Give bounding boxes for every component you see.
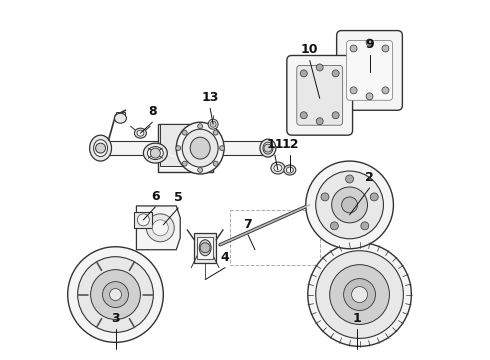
Circle shape (350, 87, 357, 94)
Circle shape (68, 247, 163, 342)
Circle shape (316, 251, 403, 338)
Bar (158, 124, 213, 172)
Bar (134, 212, 152, 228)
Circle shape (370, 193, 378, 201)
Ellipse shape (182, 129, 218, 167)
Ellipse shape (286, 167, 294, 173)
Circle shape (345, 175, 354, 183)
Ellipse shape (199, 240, 211, 256)
Circle shape (352, 287, 368, 302)
Text: 7: 7 (244, 218, 252, 231)
Circle shape (300, 112, 307, 119)
Circle shape (350, 45, 357, 52)
Bar (197, 237, 213, 259)
Circle shape (382, 45, 389, 52)
Ellipse shape (90, 135, 112, 161)
Ellipse shape (271, 162, 285, 174)
Circle shape (197, 124, 203, 129)
Circle shape (342, 197, 358, 213)
Circle shape (110, 289, 122, 301)
Bar (213, 141, 268, 155)
Circle shape (321, 193, 329, 201)
Circle shape (91, 270, 141, 319)
Ellipse shape (263, 142, 273, 154)
Ellipse shape (284, 165, 296, 175)
Circle shape (137, 214, 149, 226)
Circle shape (366, 39, 373, 46)
Circle shape (102, 282, 128, 307)
Circle shape (176, 146, 181, 150)
Circle shape (330, 265, 390, 324)
Polygon shape (136, 206, 180, 250)
Circle shape (343, 279, 375, 310)
Ellipse shape (260, 139, 276, 157)
Circle shape (152, 220, 168, 236)
Circle shape (316, 118, 323, 125)
Bar (194, 233, 216, 263)
Text: 8: 8 (148, 105, 157, 118)
Ellipse shape (274, 165, 282, 171)
Text: 11: 11 (266, 138, 284, 151)
Text: 13: 13 (201, 91, 219, 104)
Text: 3: 3 (111, 312, 120, 325)
Bar (116, 112, 125, 120)
Ellipse shape (144, 143, 167, 163)
Circle shape (366, 93, 373, 100)
Circle shape (182, 130, 187, 135)
Bar (100, 141, 190, 155)
Circle shape (220, 146, 224, 150)
FancyBboxPatch shape (337, 31, 402, 110)
Text: 4: 4 (220, 251, 229, 264)
Text: 1: 1 (352, 312, 361, 325)
Circle shape (316, 171, 384, 239)
Ellipse shape (147, 147, 163, 159)
Circle shape (330, 222, 339, 230)
Ellipse shape (190, 137, 210, 159)
Text: 10: 10 (301, 44, 318, 57)
Circle shape (308, 243, 412, 346)
Text: 12: 12 (281, 138, 298, 151)
Ellipse shape (137, 130, 144, 136)
Circle shape (208, 119, 218, 129)
FancyBboxPatch shape (297, 66, 343, 125)
Circle shape (147, 214, 174, 242)
Circle shape (150, 148, 160, 158)
FancyBboxPatch shape (287, 55, 353, 135)
Circle shape (300, 70, 307, 77)
Circle shape (316, 64, 323, 71)
Text: 2: 2 (365, 171, 374, 184)
Circle shape (332, 70, 339, 77)
Circle shape (332, 187, 368, 223)
Circle shape (382, 87, 389, 94)
Circle shape (213, 161, 218, 166)
Circle shape (77, 257, 153, 332)
Ellipse shape (134, 128, 147, 138)
Text: 6: 6 (151, 190, 160, 203)
Circle shape (213, 130, 218, 135)
Circle shape (182, 161, 187, 166)
Text: 9: 9 (365, 39, 374, 51)
Ellipse shape (115, 113, 126, 123)
Circle shape (361, 222, 369, 230)
Text: 5: 5 (174, 191, 183, 204)
Circle shape (200, 243, 210, 253)
Circle shape (96, 143, 105, 153)
Circle shape (306, 161, 393, 249)
FancyBboxPatch shape (346, 41, 392, 100)
Ellipse shape (94, 140, 107, 157)
Bar (160, 124, 210, 166)
Circle shape (210, 121, 216, 127)
Circle shape (332, 112, 339, 119)
Ellipse shape (176, 122, 224, 174)
Circle shape (197, 167, 203, 172)
Circle shape (264, 144, 272, 152)
